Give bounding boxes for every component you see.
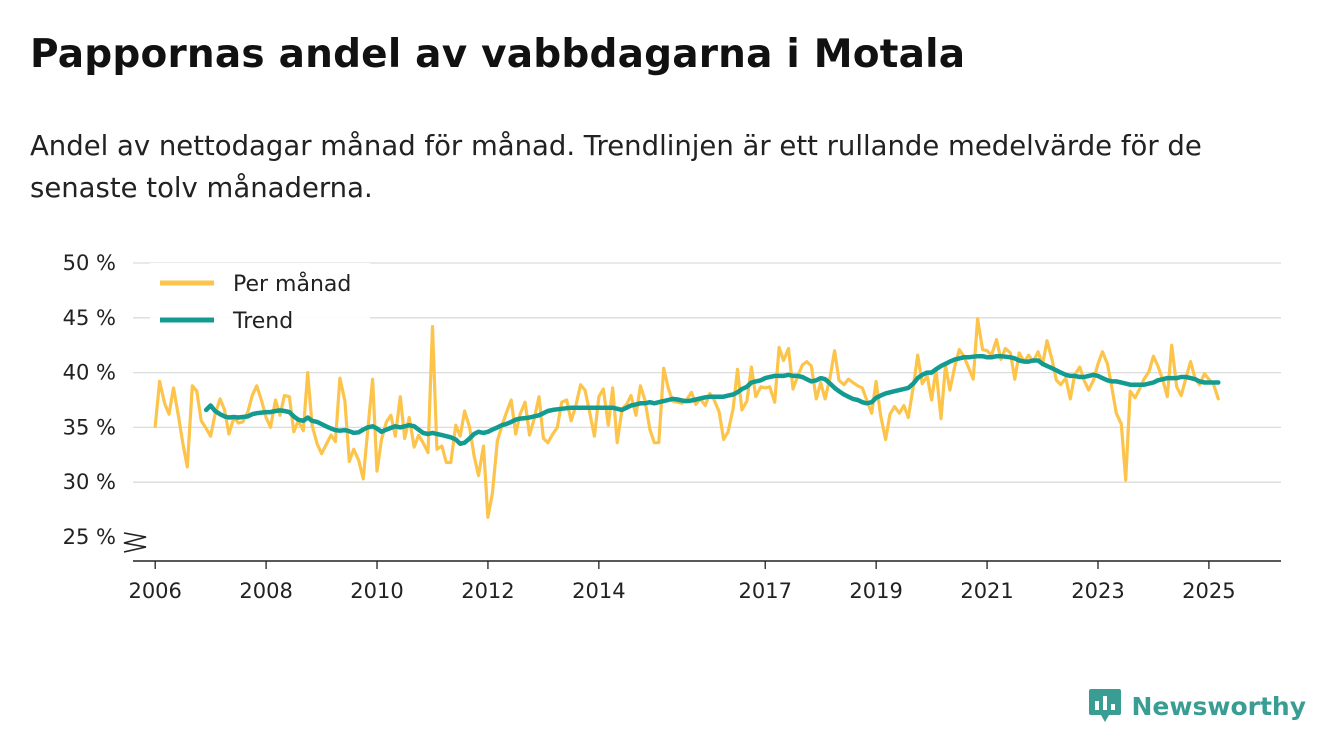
y-tick-label: 40 %	[63, 361, 116, 385]
x-tick-label: 2012	[461, 579, 514, 603]
series-lines	[153, 317, 1221, 519]
x-tick-label: 2006	[128, 579, 181, 603]
x-axis: 2006 2008 2010 2012 2014 2017 2019 2021 2023 2025	[123, 532, 1281, 603]
y-tick-label: 25 %	[63, 525, 116, 549]
bar-chart-speech-bubble-icon	[1088, 689, 1121, 722]
legend: Per månad Trend	[150, 263, 370, 341]
x-tick-label: 2017	[739, 579, 792, 603]
legend-label: Per månad	[233, 271, 351, 297]
axis-break-mark	[123, 532, 147, 553]
legend-background	[150, 263, 370, 341]
x-tick-label: 2021	[960, 579, 1013, 603]
y-tick-label: 50 %	[63, 251, 116, 275]
x-tick-label: 2008	[239, 579, 292, 603]
x-tick-label: 2014	[572, 579, 625, 603]
y-tick-label: 30 %	[63, 470, 116, 494]
y-axis-tick-labels: 25 % 30 % 35 % 40 % 45 % 50 %	[63, 251, 116, 549]
x-tick-label: 2010	[350, 579, 403, 603]
brand-logo: Newsworthy	[1088, 687, 1307, 725]
brand-name: Newsworthy	[1131, 691, 1307, 721]
legend-label: Trend	[232, 309, 293, 334]
chart-subtitle: Andel av nettodagar månad för månad. Tre…	[30, 130, 1202, 204]
x-tick-label: 2025	[1182, 579, 1235, 603]
series-line-per-manad	[153, 317, 1220, 519]
x-tick-label: 2019	[849, 579, 902, 603]
series-line-trend	[203, 353, 1221, 447]
y-tick-label: 45 %	[63, 306, 116, 330]
chart-title: Pappornas andel av vabbdagarna i Motala	[30, 32, 966, 77]
y-tick-label: 35 %	[63, 415, 116, 439]
x-tick-label: 2023	[1071, 579, 1124, 603]
